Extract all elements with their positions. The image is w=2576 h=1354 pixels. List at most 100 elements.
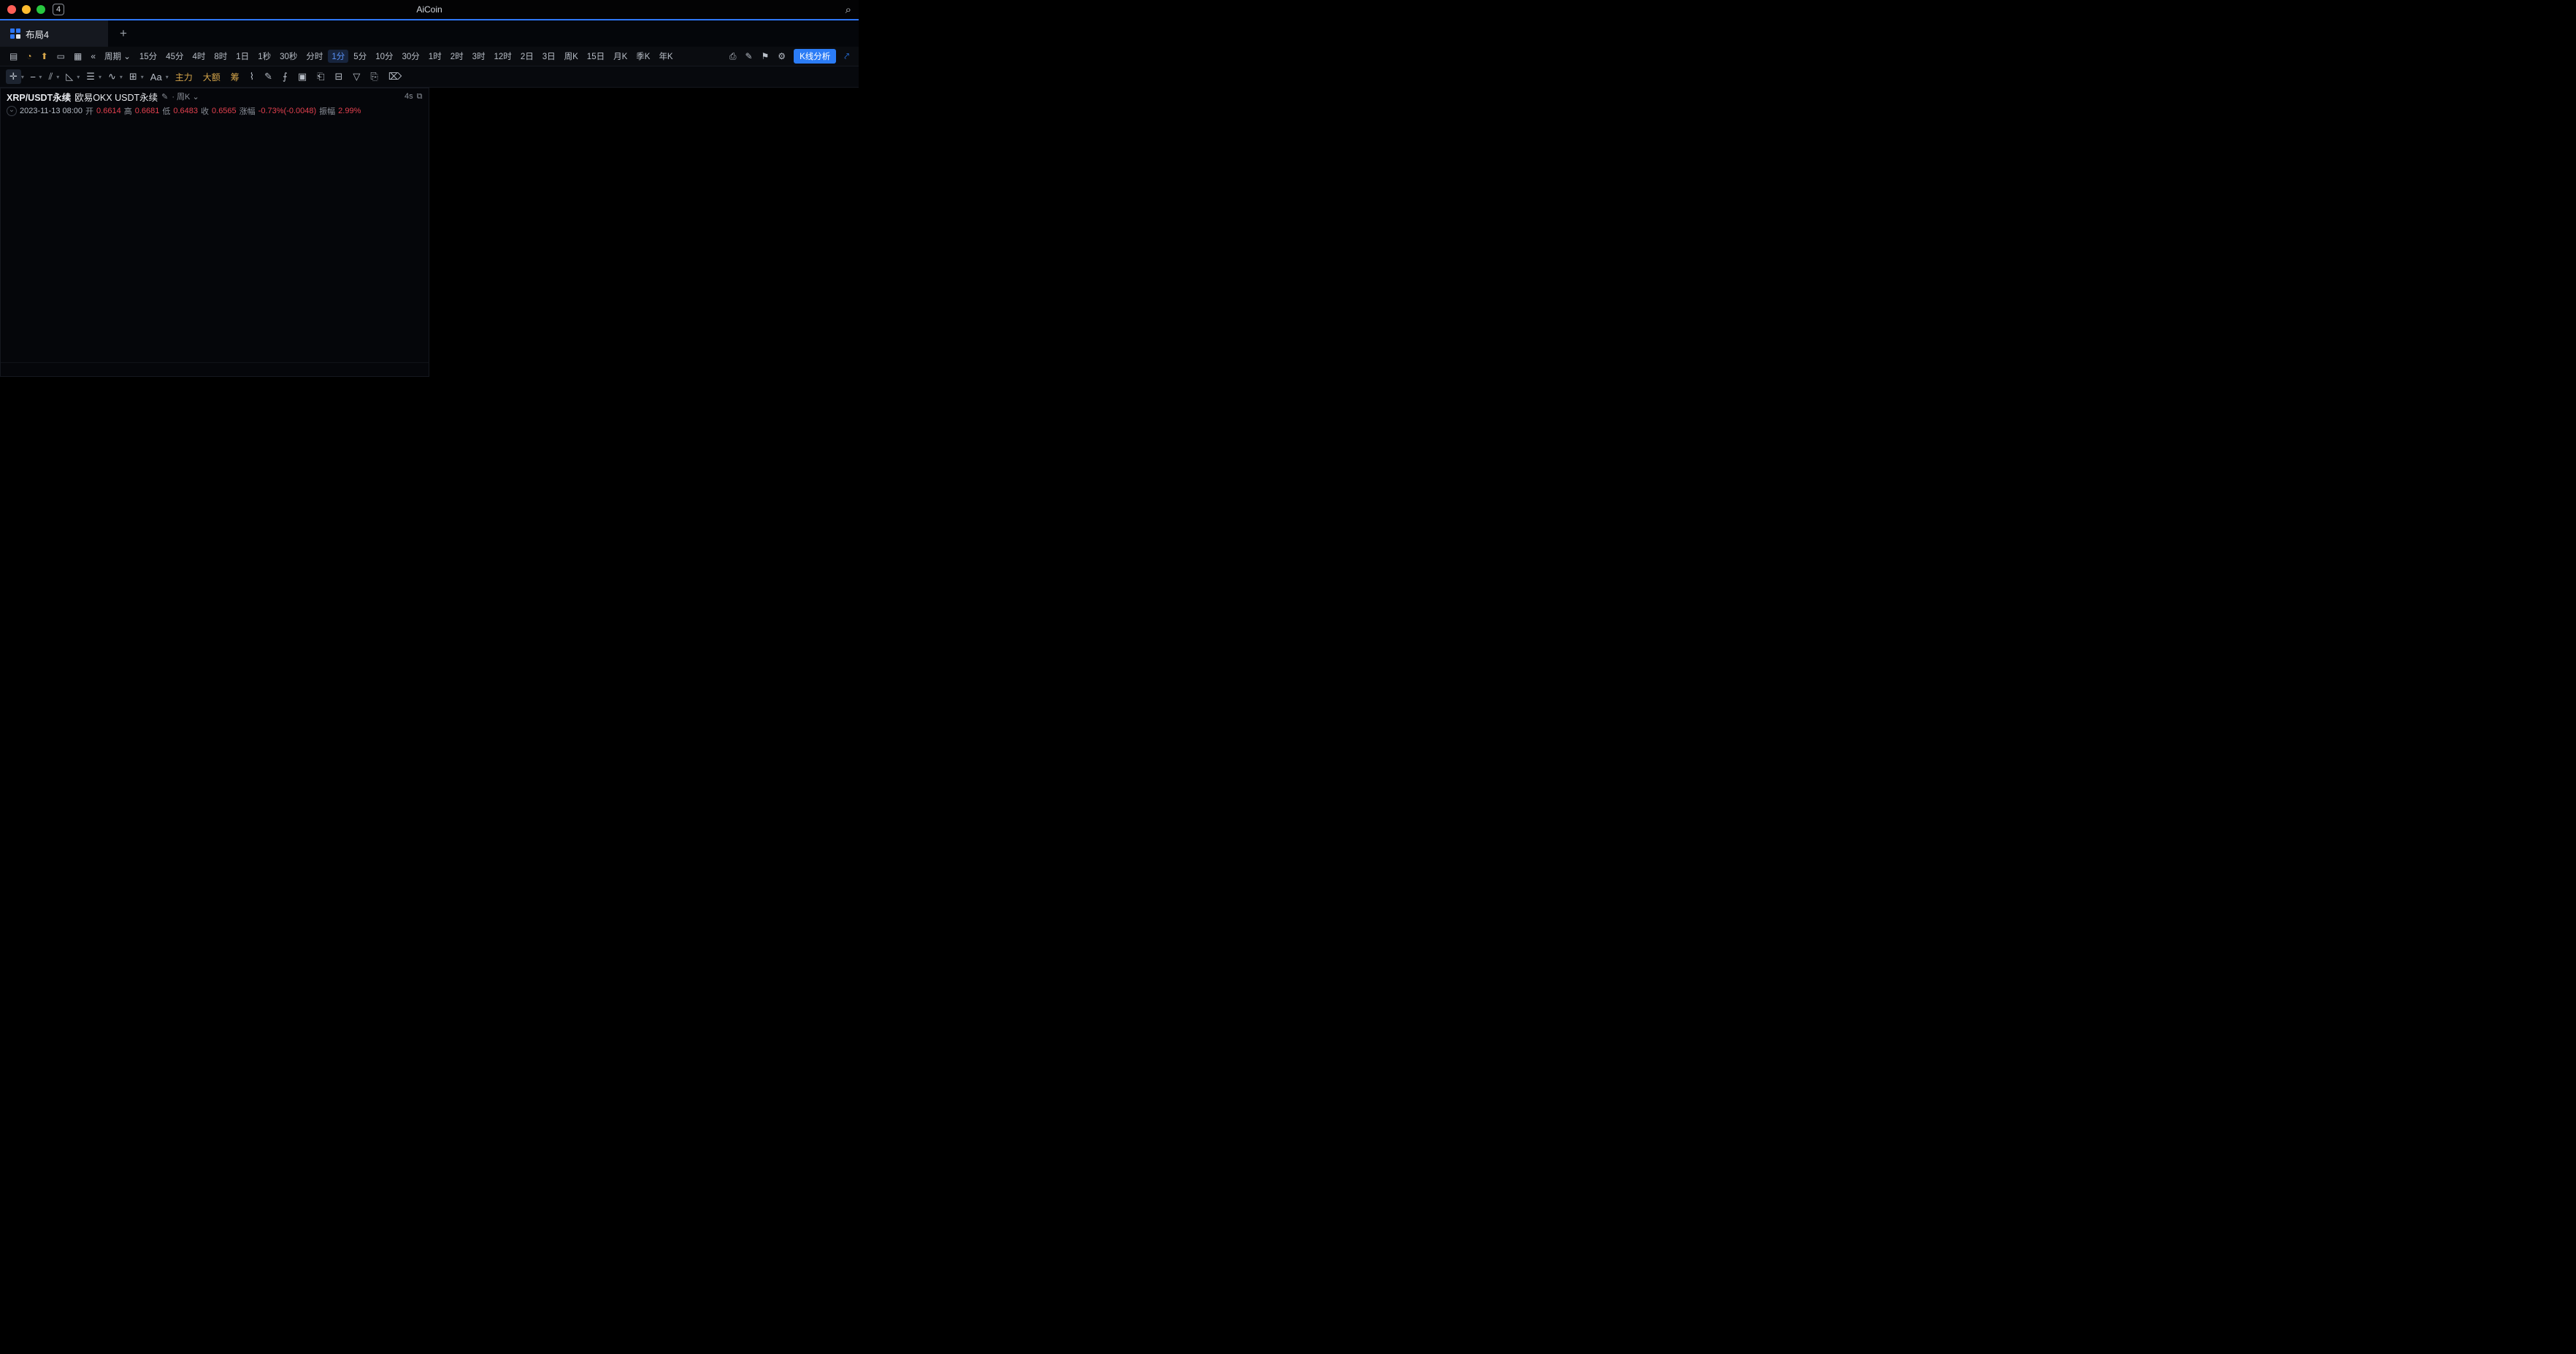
label-close: 收	[201, 107, 210, 116]
timeframe-周K[interactable]: 周K	[564, 53, 578, 61]
timeframe-1日[interactable]: 1日	[236, 53, 250, 61]
tool-caret: ▾	[98, 73, 101, 80]
chart-canvas[interactable]	[1, 117, 429, 362]
zoom-button[interactable]	[37, 5, 45, 14]
timeframe-1分[interactable]: 1分	[328, 50, 349, 63]
label-open: 开	[85, 107, 94, 116]
timeframe-8时[interactable]: 8时	[214, 53, 228, 61]
value-chg: -0.73%(-0.0048)	[258, 106, 317, 115]
rewind-icon[interactable]: «	[91, 51, 96, 61]
timeframe-2时[interactable]: 2时	[450, 53, 464, 61]
chart-symbol: XRP/USDT永续	[7, 92, 72, 103]
label-chg: 涨幅	[239, 107, 256, 116]
label-high: 高	[123, 107, 132, 116]
search-icon[interactable]: ⌕	[845, 3, 851, 16]
parallel-lines-tool[interactable]: ☰	[86, 71, 95, 82]
collapse-icon[interactable]: ⌄	[7, 105, 17, 116]
kline-analysis-button[interactable]: K线分析	[794, 49, 837, 64]
minimize-button[interactable]	[22, 5, 31, 14]
value-close: 0.6565	[212, 106, 237, 115]
ohlc-info-line: ⌄ 2023-11-13 08:00 开 0.6614 高 0.6681 低 0.6483 收 0…	[1, 104, 429, 117]
trendline-tool[interactable]: ⫽	[48, 71, 53, 82]
timeframe-3时[interactable]: 3时	[472, 53, 486, 61]
value-high: 0.6681	[134, 106, 160, 115]
tool-caret: ▾	[56, 73, 60, 80]
tool-caret: ▾	[140, 73, 144, 80]
tool-caret: ▾	[165, 73, 169, 80]
main-force-tool[interactable]: 主力	[175, 72, 193, 83]
timeframe-15日[interactable]: 15日	[586, 53, 605, 61]
timeframe-1时[interactable]: 1时	[428, 53, 442, 61]
screenshot-icon[interactable]: ⎙	[729, 50, 737, 61]
timeframe-3日[interactable]: 3日	[542, 53, 556, 61]
boost-icon[interactable]: ⬆	[40, 51, 48, 61]
panel-icon[interactable]: ▭	[56, 51, 65, 61]
value-amp: 2.99%	[338, 106, 361, 115]
timeframe-5分[interactable]: 5分	[353, 53, 367, 61]
flag-icon[interactable]: ⚑	[761, 51, 770, 61]
filter-icon[interactable]: ▽	[353, 71, 361, 82]
settings-icon[interactable]: ⚙	[778, 51, 786, 61]
pencil-icon[interactable]: ✎	[264, 71, 273, 82]
bookmark-icon[interactable]: ⎗	[317, 71, 325, 82]
text-tool[interactable]: Aa	[150, 71, 162, 83]
share-icon[interactable]: ⤤	[844, 50, 849, 61]
chart-exchange: 欧易OKX USDT永续	[74, 92, 158, 103]
traffic-lights[interactable]	[7, 5, 45, 14]
timeframe-12时[interactable]: 12时	[494, 53, 512, 61]
timeframe-季K[interactable]: 季K	[636, 53, 651, 61]
tab-bar: 布局4 +	[0, 19, 859, 47]
value-low: 0.6483	[173, 106, 199, 115]
timeframe-30秒[interactable]: 30秒	[280, 53, 298, 61]
timeframe-45分[interactable]: 45分	[166, 53, 184, 61]
annotate-icon[interactable]: ✎	[745, 51, 753, 61]
window-titlebar: 4 AiCoin ⌕	[0, 0, 859, 19]
duplicate-icon[interactable]: ⎘	[370, 71, 378, 82]
window-title: AiCoin	[416, 4, 442, 15]
main-toolbar: ▤ ◔ ⬆ ▭ ▦ « 周期 ⌄ 15分 45分 4时 8时 1日 1秒 30秒 分时 1分 5分 10分 30分 1…	[0, 47, 859, 66]
x-axis	[1, 362, 429, 376]
tab-label-wrap: 布局4	[26, 27, 49, 41]
timeframe-1秒[interactable]: 1秒	[258, 53, 272, 61]
timeframe-月K[interactable]: 月K	[613, 53, 628, 61]
chart-icon[interactable]: ▤	[9, 51, 18, 61]
shape-tool[interactable]: ◺	[66, 71, 74, 82]
tab-label: 布局4	[26, 29, 49, 40]
box-select-icon[interactable]: ▣	[297, 71, 307, 82]
new-tab-button[interactable]: +	[120, 26, 127, 40]
delete-icon[interactable]: ⌦	[388, 71, 402, 82]
period-dropdown[interactable]: 周期 ⌄	[104, 53, 131, 61]
window-number-badge: 4	[53, 4, 65, 15]
popout-icon[interactable]: ⧉	[416, 91, 423, 101]
measure-icon[interactable]: ⨍	[283, 71, 288, 82]
timeframe-分时[interactable]: 分时	[306, 53, 323, 61]
hline-tool[interactable]: ⎯	[30, 71, 36, 82]
timeframe-10分[interactable]: 10分	[375, 53, 394, 61]
close-button[interactable]	[7, 5, 16, 14]
chips-tool[interactable]: 筹	[230, 72, 239, 83]
edit-icon[interactable]: ✎	[161, 92, 169, 102]
magnet-icon[interactable]: ⌇	[249, 71, 255, 82]
active-tab[interactable]: 布局4	[0, 20, 108, 47]
chart-panel[interactable]: XRP/USDT永续 欧易OKX USDT永续 ✎ · 周K ⌄ 4s ⧉ ⌄ 2023-11…	[0, 88, 429, 377]
chart-timeframe[interactable]: · 周K ⌄	[172, 93, 199, 102]
label-amp: 振幅	[319, 107, 336, 116]
value-open: 0.6614	[96, 106, 121, 115]
fib-tool[interactable]: ⊞	[129, 71, 137, 82]
chart-header: XRP/USDT永续 欧易OKX USDT永续 ✎ · 周K ⌄ 4s ⧉	[1, 88, 429, 104]
timeframe-年K[interactable]: 年K	[659, 53, 673, 61]
template-icon[interactable]: ⊟	[334, 71, 343, 82]
tool-caret: ▾	[119, 73, 123, 80]
clock-icon[interactable]: ◔	[26, 51, 32, 61]
wave-tool[interactable]: ∿	[107, 71, 116, 82]
large-order-tool[interactable]: 大额	[202, 72, 221, 83]
layout-icon[interactable]: ▦	[74, 51, 83, 61]
timeframe-30分[interactable]: 30分	[402, 53, 420, 61]
drawing-toolbar: ✛ ▾ ⎯ ▾ ⫽ ▾ ◺ ▾ ☰ ▾ ∿ ▾ ⊞ ▾ Aa ▾ 主力 大额筹 ⌇ ✎ ⨍ ▣ ⎗ ⊟ ▽ ⎘ ⌦	[0, 66, 859, 88]
crosshair-tool[interactable]: ✛	[6, 69, 21, 84]
charts-area: XRP/USDT永续 欧易OKX USDT永续 ✎ · 周K ⌄ 4s ⧉ ⌄ 2023-11…	[0, 88, 859, 688]
tool-caret: ▾	[39, 73, 42, 80]
timeframe-2日[interactable]: 2日	[520, 53, 534, 61]
timeframe-15分[interactable]: 15分	[139, 53, 158, 61]
timeframe-4时[interactable]: 4时	[192, 53, 206, 61]
